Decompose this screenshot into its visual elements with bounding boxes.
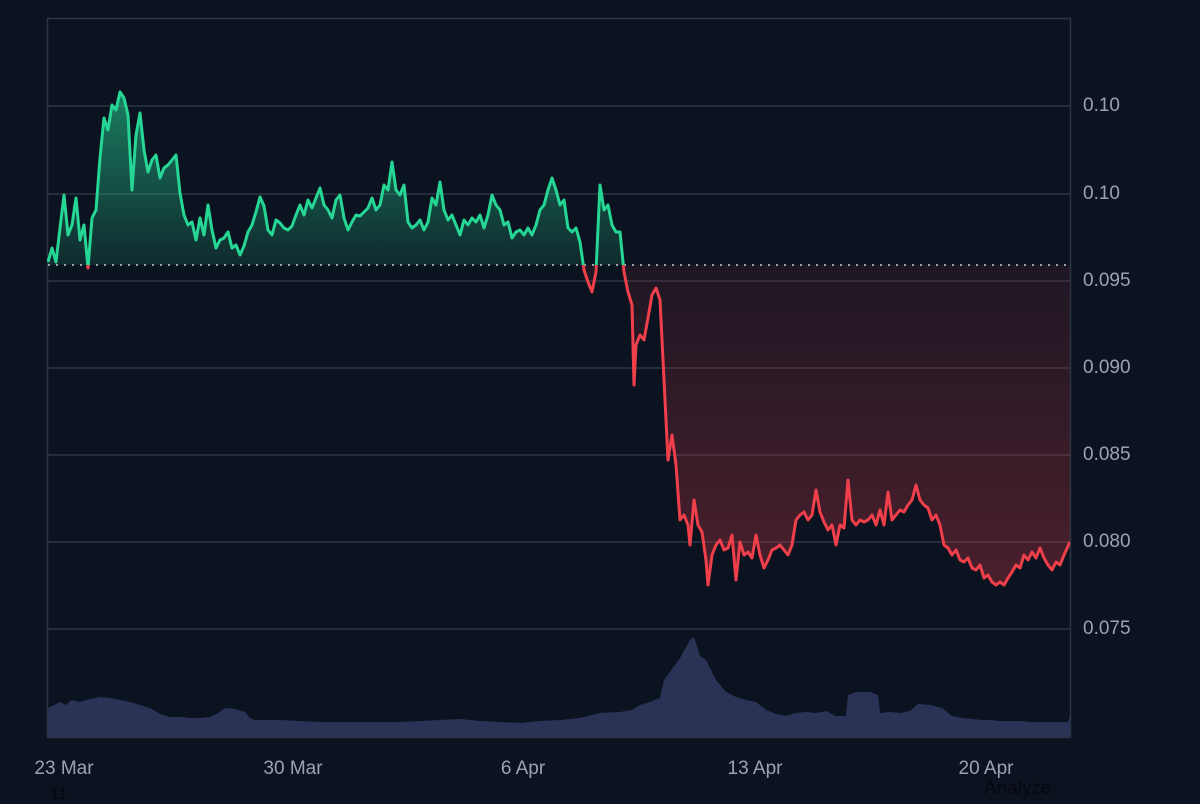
analyze-watermark: Analyze (984, 778, 1052, 799)
price-series (47, 90, 1070, 587)
y-tick-label: 0.075 (1083, 618, 1131, 639)
price-area-below-baseline (48, 265, 1070, 585)
y-tick-label: 0.085 (1083, 444, 1131, 465)
y-tick-label: 0.095 (1083, 270, 1131, 291)
x-tick-label: 13 Apr (727, 758, 783, 779)
x-tick-label: 30 Mar (263, 758, 323, 779)
y-tick-label: 0.080 (1083, 531, 1131, 552)
volume-series (48, 637, 1070, 737)
y-tick-label: 0.10 (1083, 183, 1120, 204)
volume-area (48, 637, 1070, 737)
price-area-above-baseline (48, 92, 1070, 265)
x-tick-label: 20 Apr (958, 758, 1014, 779)
y-tick-label: 0.090 (1083, 357, 1131, 378)
price-line-up (47, 90, 625, 265)
corner-text: 11 (50, 784, 68, 803)
plot-frame (46, 17, 1072, 739)
x-tick-label: 23 Mar (34, 758, 94, 779)
x-tick-label: 6 Apr (500, 758, 546, 779)
price-line-down (86, 265, 1070, 587)
y-tick-label: 0.10 (1083, 95, 1120, 116)
